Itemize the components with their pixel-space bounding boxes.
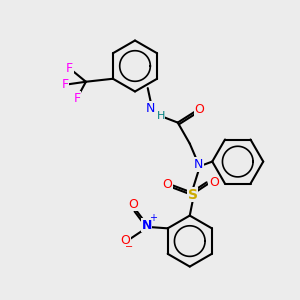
- Text: N: N: [146, 102, 155, 115]
- Text: F: F: [61, 78, 68, 91]
- Text: N: N: [194, 158, 203, 171]
- Text: O: O: [209, 176, 219, 189]
- Text: +: +: [149, 213, 157, 224]
- Text: O: O: [162, 178, 172, 190]
- Text: O: O: [121, 234, 130, 247]
- Text: O: O: [128, 198, 138, 211]
- Text: F: F: [66, 62, 73, 75]
- Text: O: O: [195, 103, 205, 116]
- Text: F: F: [74, 92, 80, 105]
- Text: −: −: [124, 242, 133, 252]
- Text: N: N: [142, 219, 152, 232]
- Text: S: S: [188, 188, 198, 202]
- Text: H: H: [157, 111, 165, 121]
